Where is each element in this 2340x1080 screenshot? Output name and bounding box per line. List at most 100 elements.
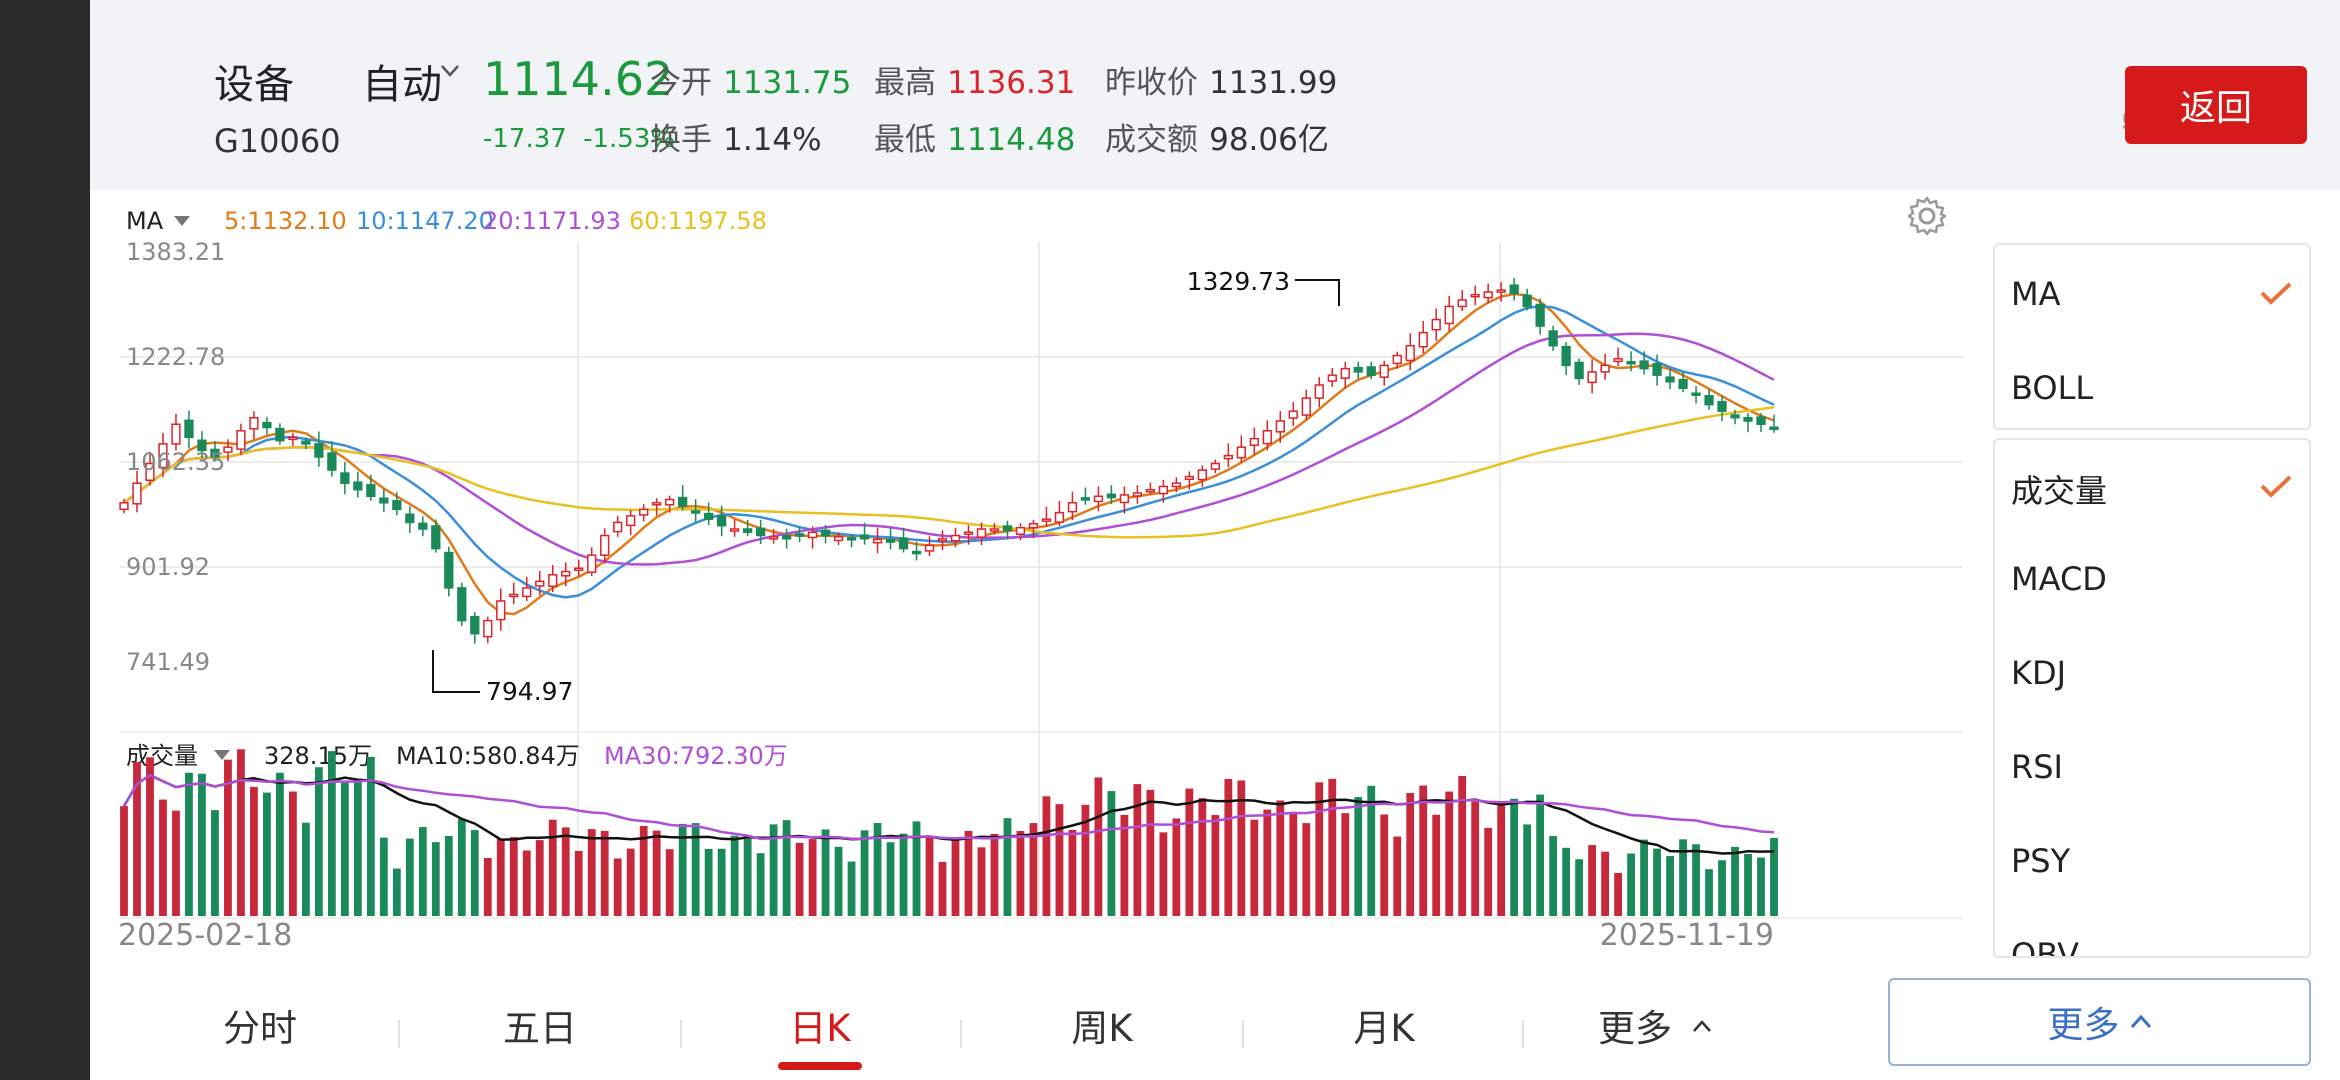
candle-body	[1561, 345, 1571, 367]
left-edge-bar	[0, 0, 90, 1080]
more-button[interactable]: 更多	[1888, 978, 2311, 1066]
candle-body	[1028, 523, 1039, 529]
stat-label: 成交额	[1105, 122, 1198, 158]
candle-body	[1769, 426, 1779, 430]
candle-body	[1249, 437, 1259, 446]
volume-bar	[795, 842, 804, 916]
candle-body	[444, 551, 454, 589]
candle-body	[522, 587, 532, 598]
chevron-down-icon[interactable]	[174, 216, 190, 226]
candle-body	[1145, 488, 1156, 493]
candle-body	[431, 525, 441, 550]
tab-daily-k[interactable]: 日K	[789, 1007, 851, 1050]
candle-body	[781, 535, 792, 540]
candle-body	[1717, 400, 1727, 412]
candle-body	[1210, 462, 1220, 470]
volume-bar	[418, 827, 427, 916]
candle-body	[1756, 416, 1766, 426]
candle-body	[613, 521, 623, 533]
candle-body	[314, 443, 324, 458]
ma-line	[123, 304, 1775, 599]
volume-bar	[977, 847, 986, 916]
volume-bar	[886, 842, 895, 916]
tab-intraday[interactable]: 分时	[223, 1007, 297, 1050]
candle-body	[1548, 330, 1558, 347]
candle-body	[937, 538, 948, 542]
indicator-obv[interactable]: OBV	[2011, 936, 2080, 958]
candle-body	[1171, 482, 1182, 488]
candle-body	[1379, 364, 1389, 378]
tab-five-day[interactable]: 五日	[503, 1007, 577, 1050]
candle-body	[807, 531, 818, 539]
candle-body	[223, 446, 233, 453]
volume-bar	[1146, 789, 1155, 916]
chevron-up-icon[interactable]	[1692, 1018, 1712, 1034]
candle-body	[1262, 430, 1272, 445]
y-axis-ticks: 1383.21 1222.78 1062.35 901.92 741.49	[126, 238, 225, 676]
indicator-ma[interactable]: MA	[2011, 275, 2061, 313]
indicator-volume[interactable]: 成交量	[2011, 472, 2108, 510]
volume-bar	[847, 861, 856, 916]
volume-bar	[250, 786, 258, 916]
volume-bar	[1302, 823, 1311, 916]
volume-bar	[860, 830, 869, 916]
candle-body	[898, 537, 909, 550]
volume-bar	[1159, 832, 1168, 916]
tab-weekly-k[interactable]: 周K	[1071, 1007, 1133, 1050]
volume-bar	[587, 829, 596, 916]
volume-bar	[808, 839, 817, 916]
volume-bar	[938, 861, 947, 916]
candle-body	[1132, 492, 1143, 497]
indicator-boll[interactable]: BOLL	[2011, 369, 2094, 407]
candle-body	[210, 448, 220, 458]
volume-bar	[548, 819, 557, 916]
check-icon	[2260, 282, 2292, 305]
chevron-down-icon[interactable]	[214, 750, 230, 760]
volume-bar	[990, 833, 999, 916]
y-tick-label: 901.92	[126, 553, 210, 581]
volume-bar	[1614, 872, 1622, 916]
indicator-macd[interactable]: MACD	[2011, 560, 2107, 598]
high-annotation: 1329.73	[1187, 267, 1290, 296]
volume-bar	[600, 830, 609, 916]
volume-bar	[1081, 804, 1090, 916]
high-annotation-group: 1329.73	[1187, 267, 1340, 306]
mode-selector[interactable]: 自动	[362, 62, 442, 108]
gear-icon[interactable]	[1905, 194, 1949, 238]
volume-bar	[120, 806, 128, 916]
ma-selector[interactable]: MA	[126, 207, 164, 235]
tab-monthly-k[interactable]: 月K	[1353, 1007, 1415, 1050]
volume-bar	[873, 823, 882, 916]
volume-bar	[263, 792, 271, 916]
volume-bar	[522, 850, 531, 916]
volume-bar	[1016, 830, 1025, 916]
candle-body	[911, 550, 922, 555]
indicator-kdj[interactable]: KDJ	[2011, 654, 2067, 692]
back-button[interactable]: 返回	[2125, 66, 2307, 144]
volume-bar	[769, 824, 778, 916]
chevron-down-icon[interactable]	[440, 64, 460, 78]
volume-bar	[1419, 785, 1428, 916]
candle-body	[729, 528, 740, 532]
sub-indicator-panel[interactable]: 成交量 MACD KDJ RSI PSY OBV	[1993, 438, 2311, 958]
volume-bar	[289, 791, 297, 916]
indicator-psy[interactable]: PSY	[2011, 842, 2071, 880]
volume-bar	[1471, 801, 1480, 916]
volume-bar	[1705, 869, 1713, 916]
tab-more[interactable]: 更多	[1598, 1007, 1672, 1050]
volume-bar	[1432, 814, 1441, 916]
candle-body	[158, 443, 168, 469]
candle-body	[483, 619, 493, 638]
volume-bar	[301, 822, 310, 916]
candle-body	[833, 536, 844, 542]
volume-bar	[509, 837, 518, 916]
volume-bar	[327, 751, 336, 916]
volume-bar	[392, 868, 401, 916]
indicator-rsi[interactable]: RSI	[2011, 748, 2063, 786]
volume-ma30: MA30:792.30万	[604, 742, 788, 770]
candle-body	[171, 423, 181, 445]
volume-bar	[1211, 815, 1220, 916]
volume-bar	[1692, 844, 1700, 916]
main-indicator-panel: MA BOLL	[1993, 243, 2311, 430]
